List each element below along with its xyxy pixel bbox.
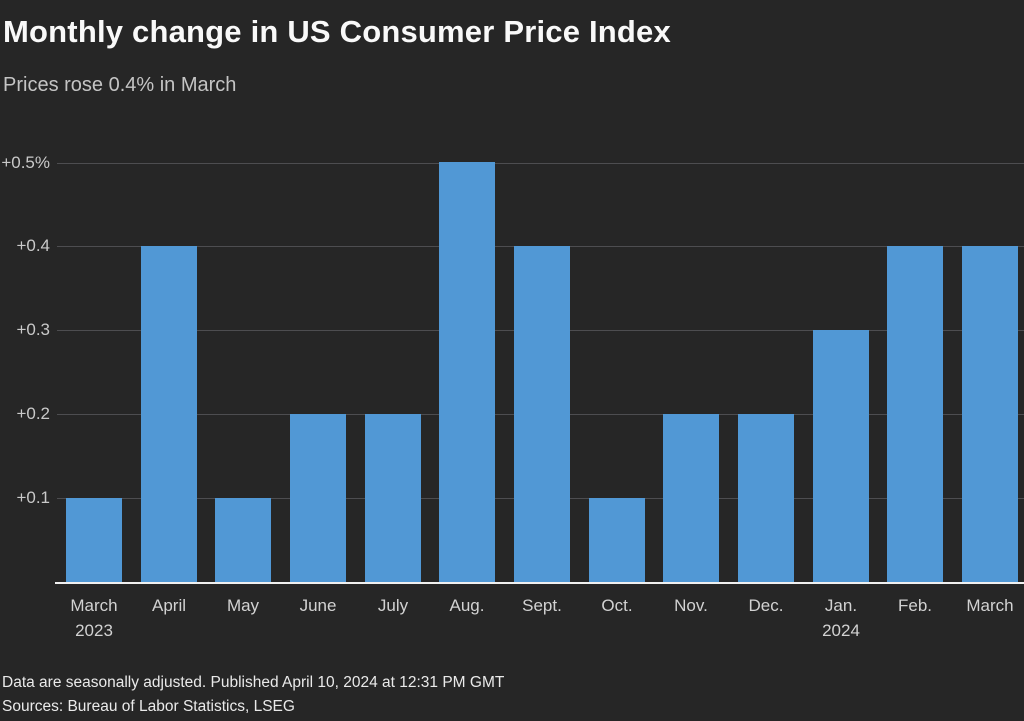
chart-bar <box>439 162 495 582</box>
chart-bar <box>66 498 122 582</box>
chart-bar <box>215 498 271 582</box>
footer-note: Data are seasonally adjusted. Published … <box>2 674 505 691</box>
x-tick-label: Oct. <box>601 596 633 615</box>
x-axis-baseline <box>55 582 1024 584</box>
footer-sources: Sources: Bureau of Labor Statistics, LSE… <box>2 698 295 715</box>
x-tick-label: May <box>226 596 260 615</box>
x-tick-label: March <box>966 596 1014 615</box>
gridline <box>57 163 1024 164</box>
x-tick-label: Nov. <box>674 596 708 615</box>
x-tick: Aug. <box>419 593 515 618</box>
chart-bar <box>738 414 794 582</box>
x-tick: Nov. <box>643 593 739 618</box>
chart-bar <box>663 414 719 582</box>
x-tick: Sept. <box>494 593 590 618</box>
x-tick-label: March <box>70 596 118 615</box>
chart-bar <box>141 246 197 582</box>
y-tick-label: +0.2 <box>16 404 50 423</box>
x-tick: April <box>121 593 217 618</box>
x-tick-label: Dec. <box>748 596 784 615</box>
y-tick-label: +0.5% <box>1 153 50 172</box>
chart-title: Monthly change in US Consumer Price Inde… <box>3 14 671 49</box>
chart-bar <box>887 246 943 582</box>
x-tick: March <box>942 593 1024 618</box>
x-tick: Jan. 2024 <box>793 593 889 643</box>
y-tick-label: +0.3 <box>16 320 50 339</box>
x-tick-label: April <box>151 596 186 615</box>
chart-footer: Data are seasonally adjusted. Published … <box>2 671 504 719</box>
x-tick-label: Jan. <box>824 596 858 615</box>
x-tick-label: Feb. <box>897 596 933 615</box>
chart-bar <box>962 246 1018 582</box>
chart-bar <box>290 414 346 582</box>
x-tick-label: Aug. <box>449 596 485 615</box>
x-tick: Oct. <box>569 593 665 618</box>
x-tick: June <box>270 593 366 618</box>
x-tick-sublabel: 2023 <box>75 621 113 640</box>
y-tick-label: +0.1 <box>16 488 50 507</box>
x-tick: May <box>195 593 291 618</box>
x-tick: March 2023 <box>46 593 142 643</box>
x-tick: Dec. <box>718 593 814 618</box>
chart-bar <box>589 498 645 582</box>
chart-subtitle: Prices rose 0.4% in March <box>3 74 237 96</box>
chart-bar <box>813 330 869 582</box>
x-tick-sublabel: 2024 <box>822 621 860 640</box>
y-tick-label: +0.4 <box>16 236 50 255</box>
chart-bar <box>365 414 421 582</box>
x-tick-label: June <box>299 596 337 615</box>
x-tick: July <box>345 593 441 618</box>
x-tick: Feb. <box>867 593 963 618</box>
chart-bar <box>514 246 570 582</box>
x-tick-label: July <box>377 596 409 615</box>
x-tick-label: Sept. <box>522 596 562 615</box>
